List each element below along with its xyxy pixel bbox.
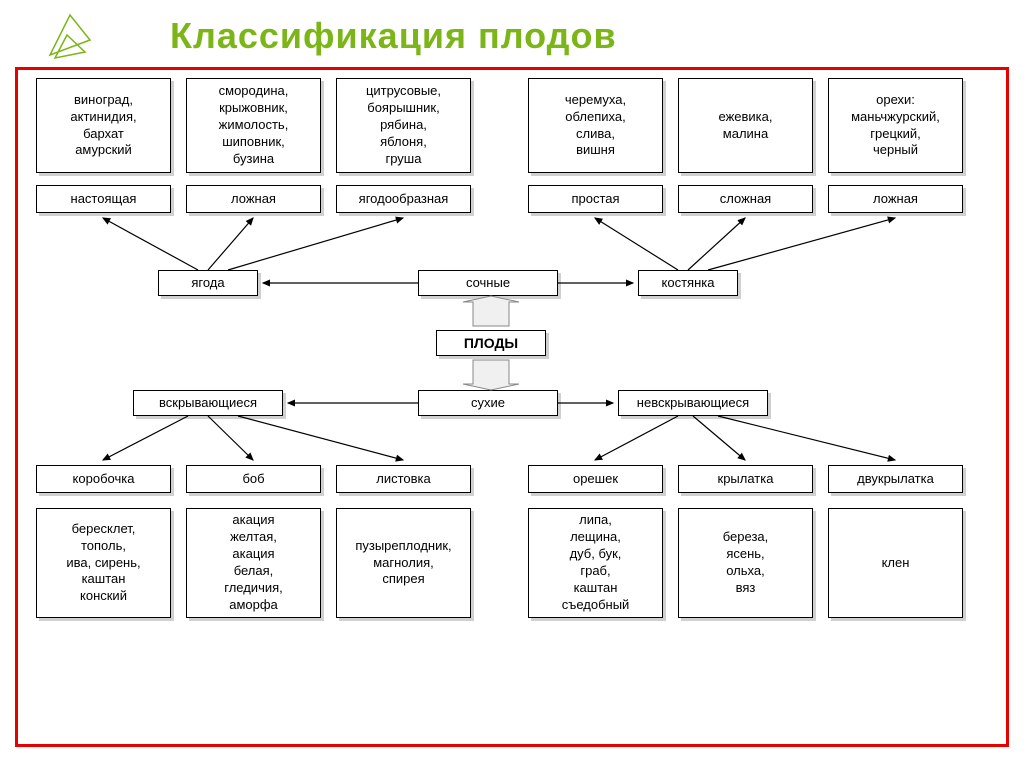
page-title: Классификация плодов [0,0,1024,67]
cat-indehiscent: невскрывающиеся [618,390,768,416]
ex-deh-2: пузыреплодник, магнолия, спирея [336,508,471,618]
ex-berry-2: цитрусовые, боярышник, рябина, яблоня, г… [336,78,471,173]
ex-deh-1: акация желтая, акация белая, гледичия, а… [186,508,321,618]
node-center: ПЛОДЫ [436,330,546,356]
diagram-frame: виноград, актинидия, бархат амурский смо… [15,67,1009,747]
ex-indeh-0: липа, лещина, дуб, бук, граб, каштан съе… [528,508,663,618]
node-dry: сухие [418,390,558,416]
sub-deh-0: коробочка [36,465,171,493]
sub-berry-0: настоящая [36,185,171,213]
ex-drupe-2: орехи: маньчжурский, грецкий, черный [828,78,963,173]
sub-deh-1: боб [186,465,321,493]
ex-indeh-1: береза, ясень, ольха, вяз [678,508,813,618]
sub-drupe-1: сложная [678,185,813,213]
cat-berry: ягода [158,270,258,296]
cat-dehiscent: вскрывающиеся [133,390,283,416]
ex-berry-1: смородина, крыжовник, жимолость, шиповни… [186,78,321,173]
sub-indeh-0: орешек [528,465,663,493]
sub-berry-1: ложная [186,185,321,213]
ex-drupe-0: черемуха, облепиха, слива, вишня [528,78,663,173]
node-juicy: сочные [418,270,558,296]
sub-indeh-2: двукрылатка [828,465,963,493]
sub-deh-2: листовка [336,465,471,493]
sub-berry-2: ягодообразная [336,185,471,213]
ex-deh-0: бересклет, тополь, ива, сирень, каштан к… [36,508,171,618]
cat-drupe: костянка [638,270,738,296]
sub-drupe-2: ложная [828,185,963,213]
ex-berry-0: виноград, актинидия, бархат амурский [36,78,171,173]
ex-drupe-1: ежевика, малина [678,78,813,173]
ex-indeh-2: клен [828,508,963,618]
decor-icon [45,10,95,60]
sub-drupe-0: простая [528,185,663,213]
sub-indeh-1: крылатка [678,465,813,493]
